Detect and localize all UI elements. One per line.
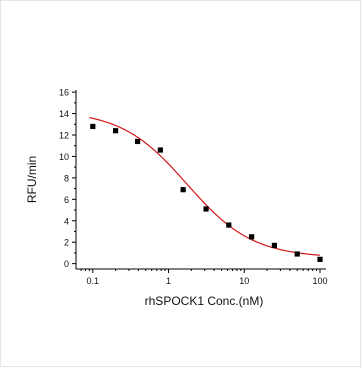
data-point [249,234,255,240]
data-point [134,138,141,145]
data-point [226,222,232,228]
data-point [112,128,119,134]
y-tick-label: 0 [64,259,69,269]
y-tick-label: 16 [59,88,69,98]
y-tick-label: 2 [64,238,69,248]
y-tick-label: 12 [59,131,69,141]
data-points [90,123,323,262]
x-tick-label: 0.1 [87,276,100,286]
y-tick-label: 8 [64,173,69,183]
y-tick-label: 4 [64,216,69,226]
y-axis-label: RFU/min [25,156,39,203]
ticks: 0 2 4 6 8 10 12 14 16 0.1 1 10 100 [59,88,328,286]
data-point [157,147,163,153]
data-point [271,242,278,249]
data-point [180,187,186,193]
data-point [90,123,96,130]
data-point [294,251,300,257]
x-tick-label: 1 [166,276,171,286]
y-tick-label: 14 [59,109,69,119]
data-point [317,256,323,262]
x-tick-label: 10 [239,276,249,286]
y-tick-label: 10 [59,152,69,162]
x-tick-label: 100 [312,276,327,286]
y-tick-label: 6 [64,195,69,205]
fit-curve [89,116,321,256]
axes [75,90,326,270]
data-point [203,206,209,212]
x-axis-label: rhSPOCK1 Conc.(nM) [145,294,264,308]
